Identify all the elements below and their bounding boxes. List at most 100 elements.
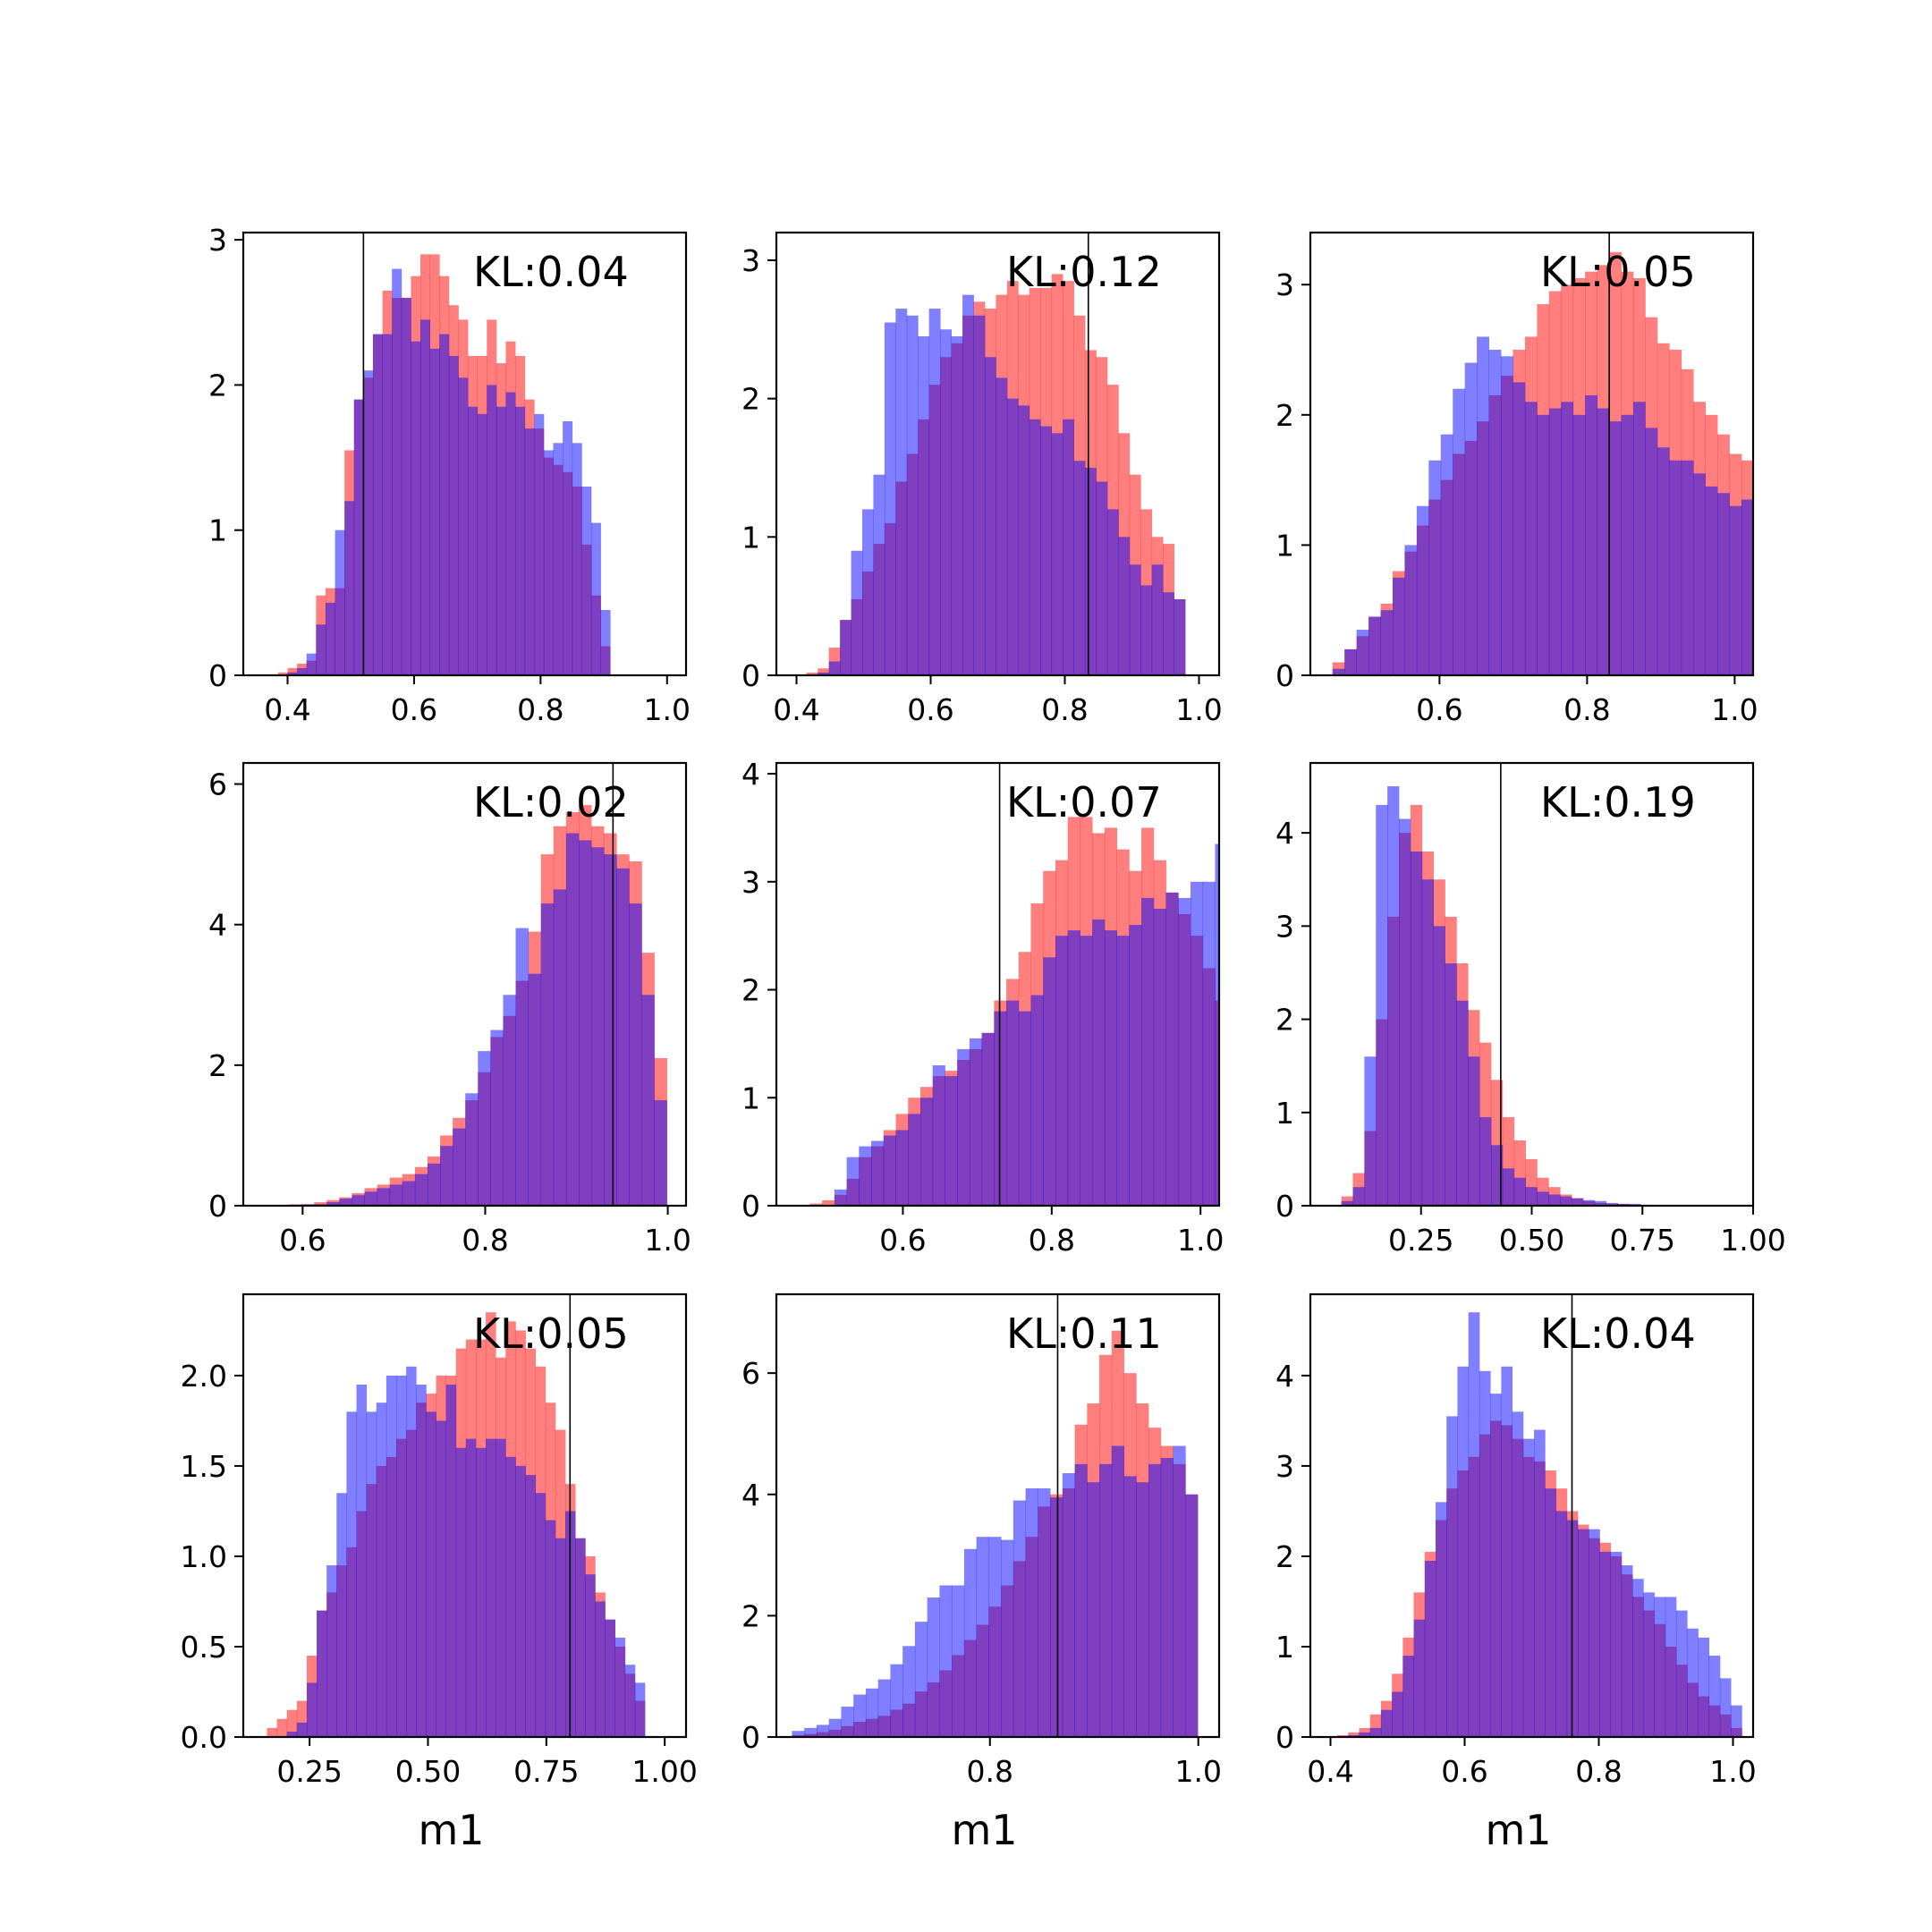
blue-histogram-bar (1512, 1411, 1524, 1737)
axes-frame (775, 761, 1221, 1208)
blue-histogram-bar (1555, 1511, 1568, 1737)
blue-histogram-bar (1178, 897, 1191, 1206)
kl-annotation: KL:0.11 (1006, 1309, 1162, 1358)
blue-histogram-bar (296, 1722, 308, 1737)
red-histogram-bar (1348, 1732, 1360, 1737)
y-tick-label: 2 (208, 1048, 227, 1083)
blue-histogram-bar (1116, 936, 1130, 1206)
y-tick-label: 2 (1275, 1003, 1294, 1038)
y-tick-label: 2.0 (181, 1359, 227, 1394)
blue-histogram-bar (1446, 1416, 1458, 1737)
blue-histogram-bar (555, 1538, 566, 1737)
x-tick-label: 0.6 (1416, 692, 1462, 727)
y-tick-label: 0 (1275, 1720, 1294, 1755)
y-tick-label: 2 (1275, 1539, 1294, 1574)
blue-histogram-bar (317, 1610, 327, 1737)
blue-histogram-bar (1479, 1370, 1491, 1737)
red-histogram-bar (267, 1727, 277, 1737)
red-histogram-bar (276, 1718, 288, 1737)
blue-histogram-bar (1440, 434, 1453, 675)
histogram-panel-3: 0.6 0.8 1.0 0 1 2 3 KL:0.05 (1275, 231, 1778, 727)
blue-histogram-bar (515, 1465, 526, 1737)
blue-histogram-bar (1645, 428, 1658, 675)
blue-histogram-bar (356, 1385, 368, 1737)
blue-histogram-bar (1606, 1202, 1618, 1206)
axes-frame (242, 761, 688, 1208)
blue-histogram-bar (445, 1385, 457, 1737)
x-axis-label: m1 (1485, 1806, 1551, 1854)
blue-histogram-bar (426, 1411, 436, 1737)
blue-histogram-bar (1687, 1628, 1699, 1737)
red-histogram-bar (822, 1199, 835, 1206)
blue-histogram-bar (841, 1707, 854, 1737)
x-tick-label: 0.75 (1610, 1223, 1675, 1258)
blue-histogram-bar (1140, 585, 1153, 675)
y-tick-label: 4 (1275, 816, 1294, 851)
x-axis-label: m1 (951, 1806, 1017, 1854)
blue-histogram-bar (306, 1682, 318, 1737)
y-tick-label: 3 (208, 223, 227, 258)
blue-histogram-bar (1488, 350, 1502, 675)
blue-histogram-bar (1038, 1487, 1051, 1737)
blue-histogram-bar (1654, 1597, 1666, 1737)
x-tick-label: 0.8 (1563, 692, 1610, 727)
kl-annotation: KL:0.04 (1540, 1309, 1696, 1358)
red-histogram-bar (809, 1203, 823, 1206)
blue-histogram-bar (1766, 552, 1778, 675)
blue-histogram-bar (414, 1174, 428, 1206)
blue-histogram-bar (846, 1157, 860, 1206)
blue-histogram-bar (1332, 668, 1345, 675)
y-tick-label: 0 (741, 1720, 760, 1755)
y-tick-label: 0 (1275, 658, 1294, 693)
blue-histogram-bar (1410, 852, 1423, 1206)
blue-histogram-bar (1428, 460, 1442, 675)
kl-annotation: KL:0.19 (1540, 778, 1696, 826)
y-tick-label: 0.0 (181, 1720, 227, 1755)
axes-frame (1309, 231, 1755, 677)
blue-histogram-bar (1087, 1482, 1100, 1737)
blue-histogram-bar (346, 1411, 357, 1737)
blue-histogram-bar (1610, 1551, 1623, 1737)
blue-histogram-bar (406, 1366, 417, 1737)
blue-histogram-bar (1729, 505, 1742, 675)
blue-histogram-bar (1468, 1312, 1480, 1737)
blue-histogram-bar (411, 341, 421, 675)
blue-histogram-bar (490, 1030, 504, 1206)
blue-histogram-bar (427, 1163, 441, 1206)
blue-histogram-bar (1359, 1732, 1371, 1737)
blue-histogram-bar (525, 1475, 537, 1737)
y-tick-label: 2 (741, 382, 760, 417)
blue-histogram-bar (591, 847, 605, 1206)
blue-histogram-bar (316, 624, 326, 675)
blue-histogram-bar (1151, 564, 1164, 675)
blue-histogram-bar (1202, 881, 1216, 1206)
blue-histogram-bar (1106, 509, 1119, 675)
bars-group (806, 274, 1186, 675)
blue-histogram-bar (1141, 897, 1155, 1206)
blue-histogram-bar (505, 1456, 516, 1737)
blue-histogram-bar (890, 1664, 903, 1737)
blue-histogram-bar (1055, 936, 1069, 1206)
y-tick-label: 3 (1275, 909, 1294, 944)
y-tick-label: 1 (1275, 1096, 1294, 1131)
blue-histogram-bar (1433, 926, 1445, 1206)
blue-histogram-bar (1163, 592, 1174, 675)
blue-histogram-bar (352, 1195, 365, 1206)
y-tick-label: 4 (741, 757, 760, 792)
blue-histogram-bar (515, 406, 526, 675)
blue-histogram-bar (1548, 408, 1562, 675)
blue-histogram-bar (1104, 930, 1118, 1206)
blue-histogram-bar (458, 377, 469, 675)
blue-histogram-bar (1464, 362, 1478, 675)
blue-histogram-bar (439, 334, 450, 675)
blue-histogram-bar (440, 1146, 453, 1206)
kl-annotation: KL:0.12 (1006, 248, 1162, 296)
blue-histogram-bar (1501, 356, 1513, 675)
blue-histogram-bar (853, 1694, 867, 1737)
blue-histogram-bar (1051, 433, 1063, 675)
blue-histogram-bar (1457, 1366, 1470, 1737)
blue-histogram-bar (1240, 860, 1252, 1206)
blue-histogram-bar (1118, 537, 1131, 675)
blue-histogram-bar (1548, 1194, 1561, 1206)
